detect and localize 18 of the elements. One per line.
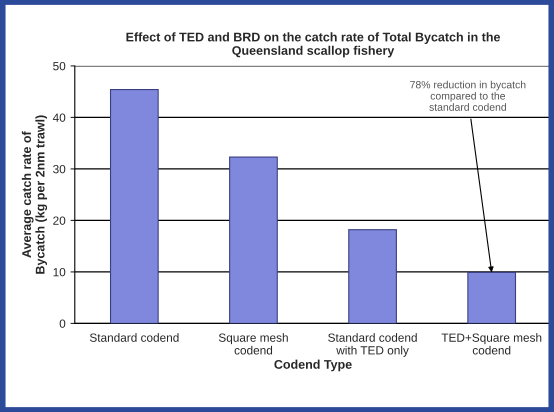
x-tick-label: TED+Square mesh codend bbox=[442, 333, 542, 355]
y-tick-label: 40 bbox=[52, 113, 66, 122]
x-tick-label: Standard codend with TED only bbox=[328, 333, 417, 357]
chart-title: Effect of TED and BRD on the catch rate of Total Bycatch in the Queensland scallop fishery bbox=[126, 32, 500, 58]
x-tick-label: Standard codend bbox=[90, 333, 179, 342]
bar bbox=[110, 89, 159, 324]
y-tick-label: 0 bbox=[60, 319, 66, 328]
y-tick-label: 50 bbox=[53, 62, 66, 70]
y-tick-label: 20 bbox=[53, 216, 66, 225]
annotation: 78% reduction in bycatch compared to the standard codend bbox=[410, 80, 526, 111]
y-tick-label: 30 bbox=[53, 164, 66, 174]
y-tick-label: 10 bbox=[54, 268, 66, 276]
y-axis-title: Average catch rate of Bycatch (kg per 2nm trawl) bbox=[22, 115, 48, 274]
x-axis-title: Codend Type bbox=[274, 360, 352, 372]
bar bbox=[348, 229, 397, 324]
bar bbox=[229, 156, 278, 324]
bar bbox=[467, 272, 516, 324]
x-tick-label: Square mesh codend bbox=[218, 333, 288, 355]
